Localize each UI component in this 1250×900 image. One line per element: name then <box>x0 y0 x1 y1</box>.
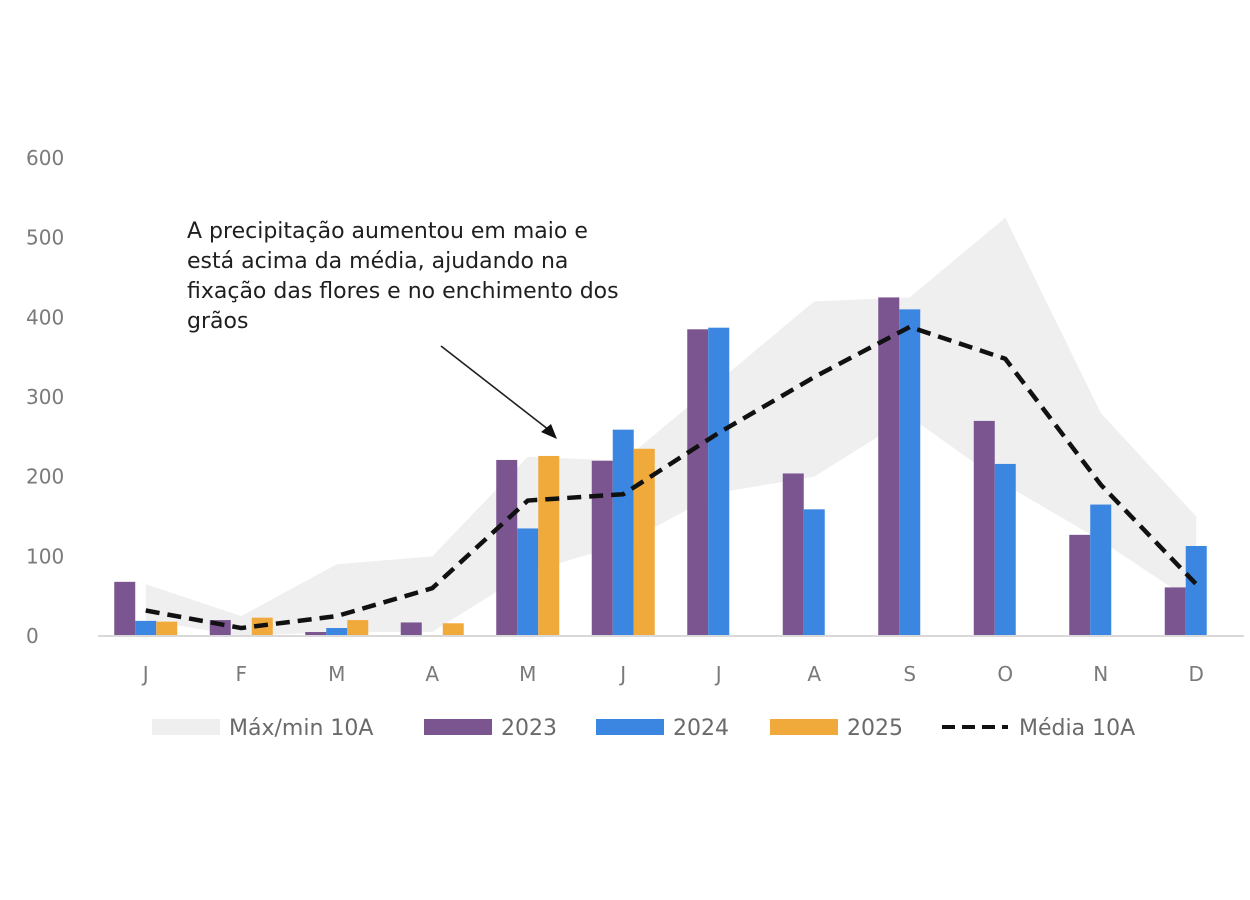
bar-2024-5 <box>612 429 634 636</box>
bar-2023-0 <box>114 581 136 636</box>
average-line-path <box>145 324 1198 631</box>
average-line <box>145 324 1198 631</box>
y-tick-300: 300 <box>26 385 64 409</box>
y-tick-200: 200 <box>26 465 64 489</box>
annotation-arrow-head <box>541 424 557 439</box>
x-tick-11: D <box>1189 662 1204 686</box>
x-tick-10: N <box>1093 662 1108 686</box>
y-axis-ticks: 0 100 200 300 400 500 600 <box>26 146 64 648</box>
annotation-line-1: A precipitação aumentou em maio e <box>187 219 588 244</box>
x-tick-5: J <box>618 662 626 686</box>
bar-2024-7 <box>803 509 825 636</box>
legend-swatch-2025 <box>770 719 838 735</box>
bar-2025-3 <box>442 623 464 636</box>
bar-2023-2 <box>305 632 327 636</box>
y-tick-600: 600 <box>26 146 64 170</box>
legend-label-2024: 2024 <box>673 716 729 741</box>
x-tick-9: O <box>997 662 1013 686</box>
y-tick-100: 100 <box>26 544 64 568</box>
annotation-arrow-line <box>440 345 550 431</box>
x-tick-4: M <box>519 662 536 686</box>
bar-2023-3 <box>400 622 422 636</box>
bar-2024-0 <box>135 620 157 636</box>
annotation-line-2: está acima da média, ajudando na <box>187 249 568 274</box>
legend-label-band: Máx/min 10A <box>229 716 373 741</box>
x-tick-0: J <box>141 662 149 686</box>
legend-swatch-band <box>152 719 220 735</box>
bar-2024-11 <box>1185 545 1207 636</box>
bars <box>114 297 1207 636</box>
bar-2023-4 <box>496 459 518 636</box>
bar-2023-8 <box>878 297 900 636</box>
max-min-band <box>145 217 1197 636</box>
bar-2024-6 <box>708 327 730 636</box>
bar-2025-5 <box>633 448 655 636</box>
bar-2024-9 <box>994 463 1016 636</box>
y-tick-0: 0 <box>26 624 39 648</box>
band-area <box>145 217 1197 636</box>
y-tick-400: 400 <box>26 305 64 329</box>
legend-swatch-2023 <box>424 719 492 735</box>
bar-2023-9 <box>973 420 995 636</box>
annotation: A precipitação aumentou em maio e está a… <box>187 219 619 439</box>
legend-swatch-2024 <box>596 719 664 735</box>
bar-2025-4 <box>538 455 560 636</box>
legend: Máx/min 10A 2023 2024 2025 Média 10A <box>152 716 1135 741</box>
bar-2024-10 <box>1090 504 1112 636</box>
x-tick-6: J <box>714 662 722 686</box>
x-tick-8: S <box>903 662 916 686</box>
bar-2025-0 <box>156 621 178 636</box>
bar-2023-7 <box>782 473 804 636</box>
bar-2023-11 <box>1164 587 1186 636</box>
legend-label-2023: 2023 <box>501 716 557 741</box>
x-tick-7: A <box>807 662 821 686</box>
legend-label-2025: 2025 <box>847 716 903 741</box>
bar-2024-4 <box>517 528 539 636</box>
bar-2023-10 <box>1069 534 1091 636</box>
bar-2024-8 <box>899 309 921 636</box>
bar-2025-2 <box>347 620 369 636</box>
legend-label-average: Média 10A <box>1019 716 1135 741</box>
x-tick-3: A <box>425 662 439 686</box>
x-tick-2: M <box>328 662 345 686</box>
x-tick-1: F <box>235 662 247 686</box>
bar-2023-6 <box>687 329 709 636</box>
bar-2024-2 <box>326 628 348 636</box>
bar-2023-5 <box>591 460 613 636</box>
annotation-line-4: grãos <box>187 309 248 334</box>
annotation-line-3: fixação das flores e no enchimento dos <box>187 279 619 304</box>
y-tick-500: 500 <box>26 226 64 250</box>
